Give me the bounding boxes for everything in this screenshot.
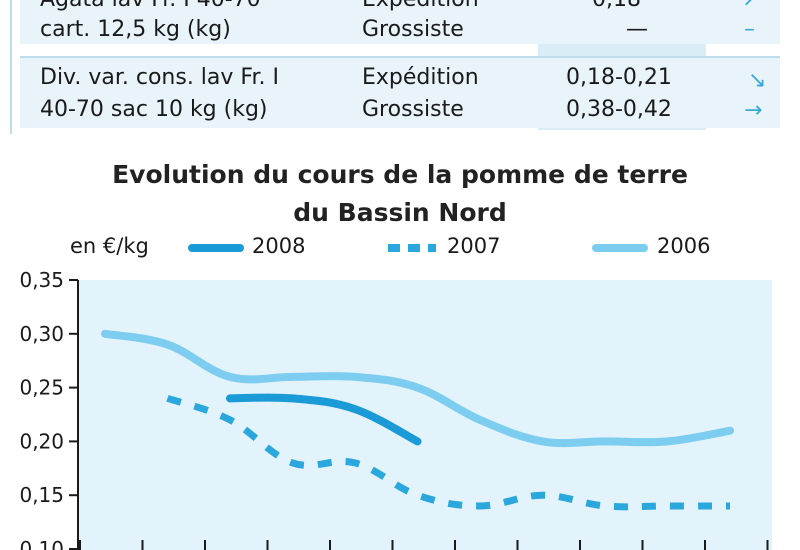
y-tick-label: 0,15 xyxy=(19,483,64,507)
series-line-2008 xyxy=(226,393,422,446)
product-name-line: cart. 12,5 kg (kg) xyxy=(40,17,231,42)
y-unit-label: en €/kg xyxy=(70,234,149,258)
price-value: 0,18-0,21 xyxy=(566,65,672,90)
legend-label-2007: 2007 xyxy=(447,234,501,258)
product-name-line: Div. var. cons. lav Fr. I xyxy=(40,65,279,90)
legend-label-2008: 2008 xyxy=(252,234,306,258)
price-value: 0,18 xyxy=(592,0,641,15)
chart-title-line-1: Evolution du cours de la pomme de terre xyxy=(112,160,688,189)
trend-down-icon: ↘ xyxy=(748,68,767,93)
stage-label: Grossiste xyxy=(362,97,464,122)
product-name-line: 40-70 sac 10 kg (kg) xyxy=(40,97,268,122)
product-name-line: Agata lav Fr. I 40-70 xyxy=(40,0,261,15)
series-line-2006 xyxy=(101,329,734,448)
price-table: Agata lav Fr. I 40-70 cart. 12,5 kg (kg)… xyxy=(0,0,800,138)
y-tick-label: 0,35 xyxy=(19,268,64,292)
plot-background xyxy=(78,280,772,550)
stage-label: Grossiste xyxy=(362,17,464,42)
row-divider xyxy=(20,56,780,58)
trend-up-icon: ↗ xyxy=(742,0,760,15)
stage-label: Expédition xyxy=(362,65,479,90)
trend-right-icon: → xyxy=(744,98,763,123)
stage-label: Expédition xyxy=(362,0,479,15)
y-tick-label: 0,20 xyxy=(19,429,64,453)
y-tick-label: 0,10 xyxy=(19,537,64,550)
price-value: — xyxy=(626,17,648,42)
price-chart: Evolution du cours de la pomme de terre … xyxy=(0,140,800,550)
series-line-2007 xyxy=(166,395,730,511)
y-tick-label: 0,25 xyxy=(19,376,64,400)
trend-flat-icon: – xyxy=(744,17,755,42)
row-background xyxy=(20,58,780,128)
chart-canvas: 0,35 0,30 0,25 0,20 0,15 0,10 xyxy=(19,244,772,550)
legend-label-2006: 2006 xyxy=(657,234,711,258)
row-background xyxy=(20,0,780,44)
chart-title-line-2: du Bassin Nord xyxy=(293,198,507,227)
table-left-border xyxy=(10,0,12,134)
price-value: 0,38-0,42 xyxy=(566,97,672,122)
y-tick-label: 0,30 xyxy=(19,322,64,346)
